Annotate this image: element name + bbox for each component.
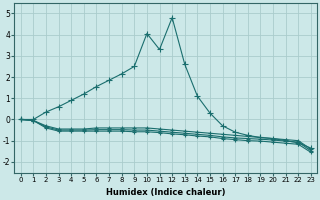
X-axis label: Humidex (Indice chaleur): Humidex (Indice chaleur) bbox=[106, 188, 226, 197]
